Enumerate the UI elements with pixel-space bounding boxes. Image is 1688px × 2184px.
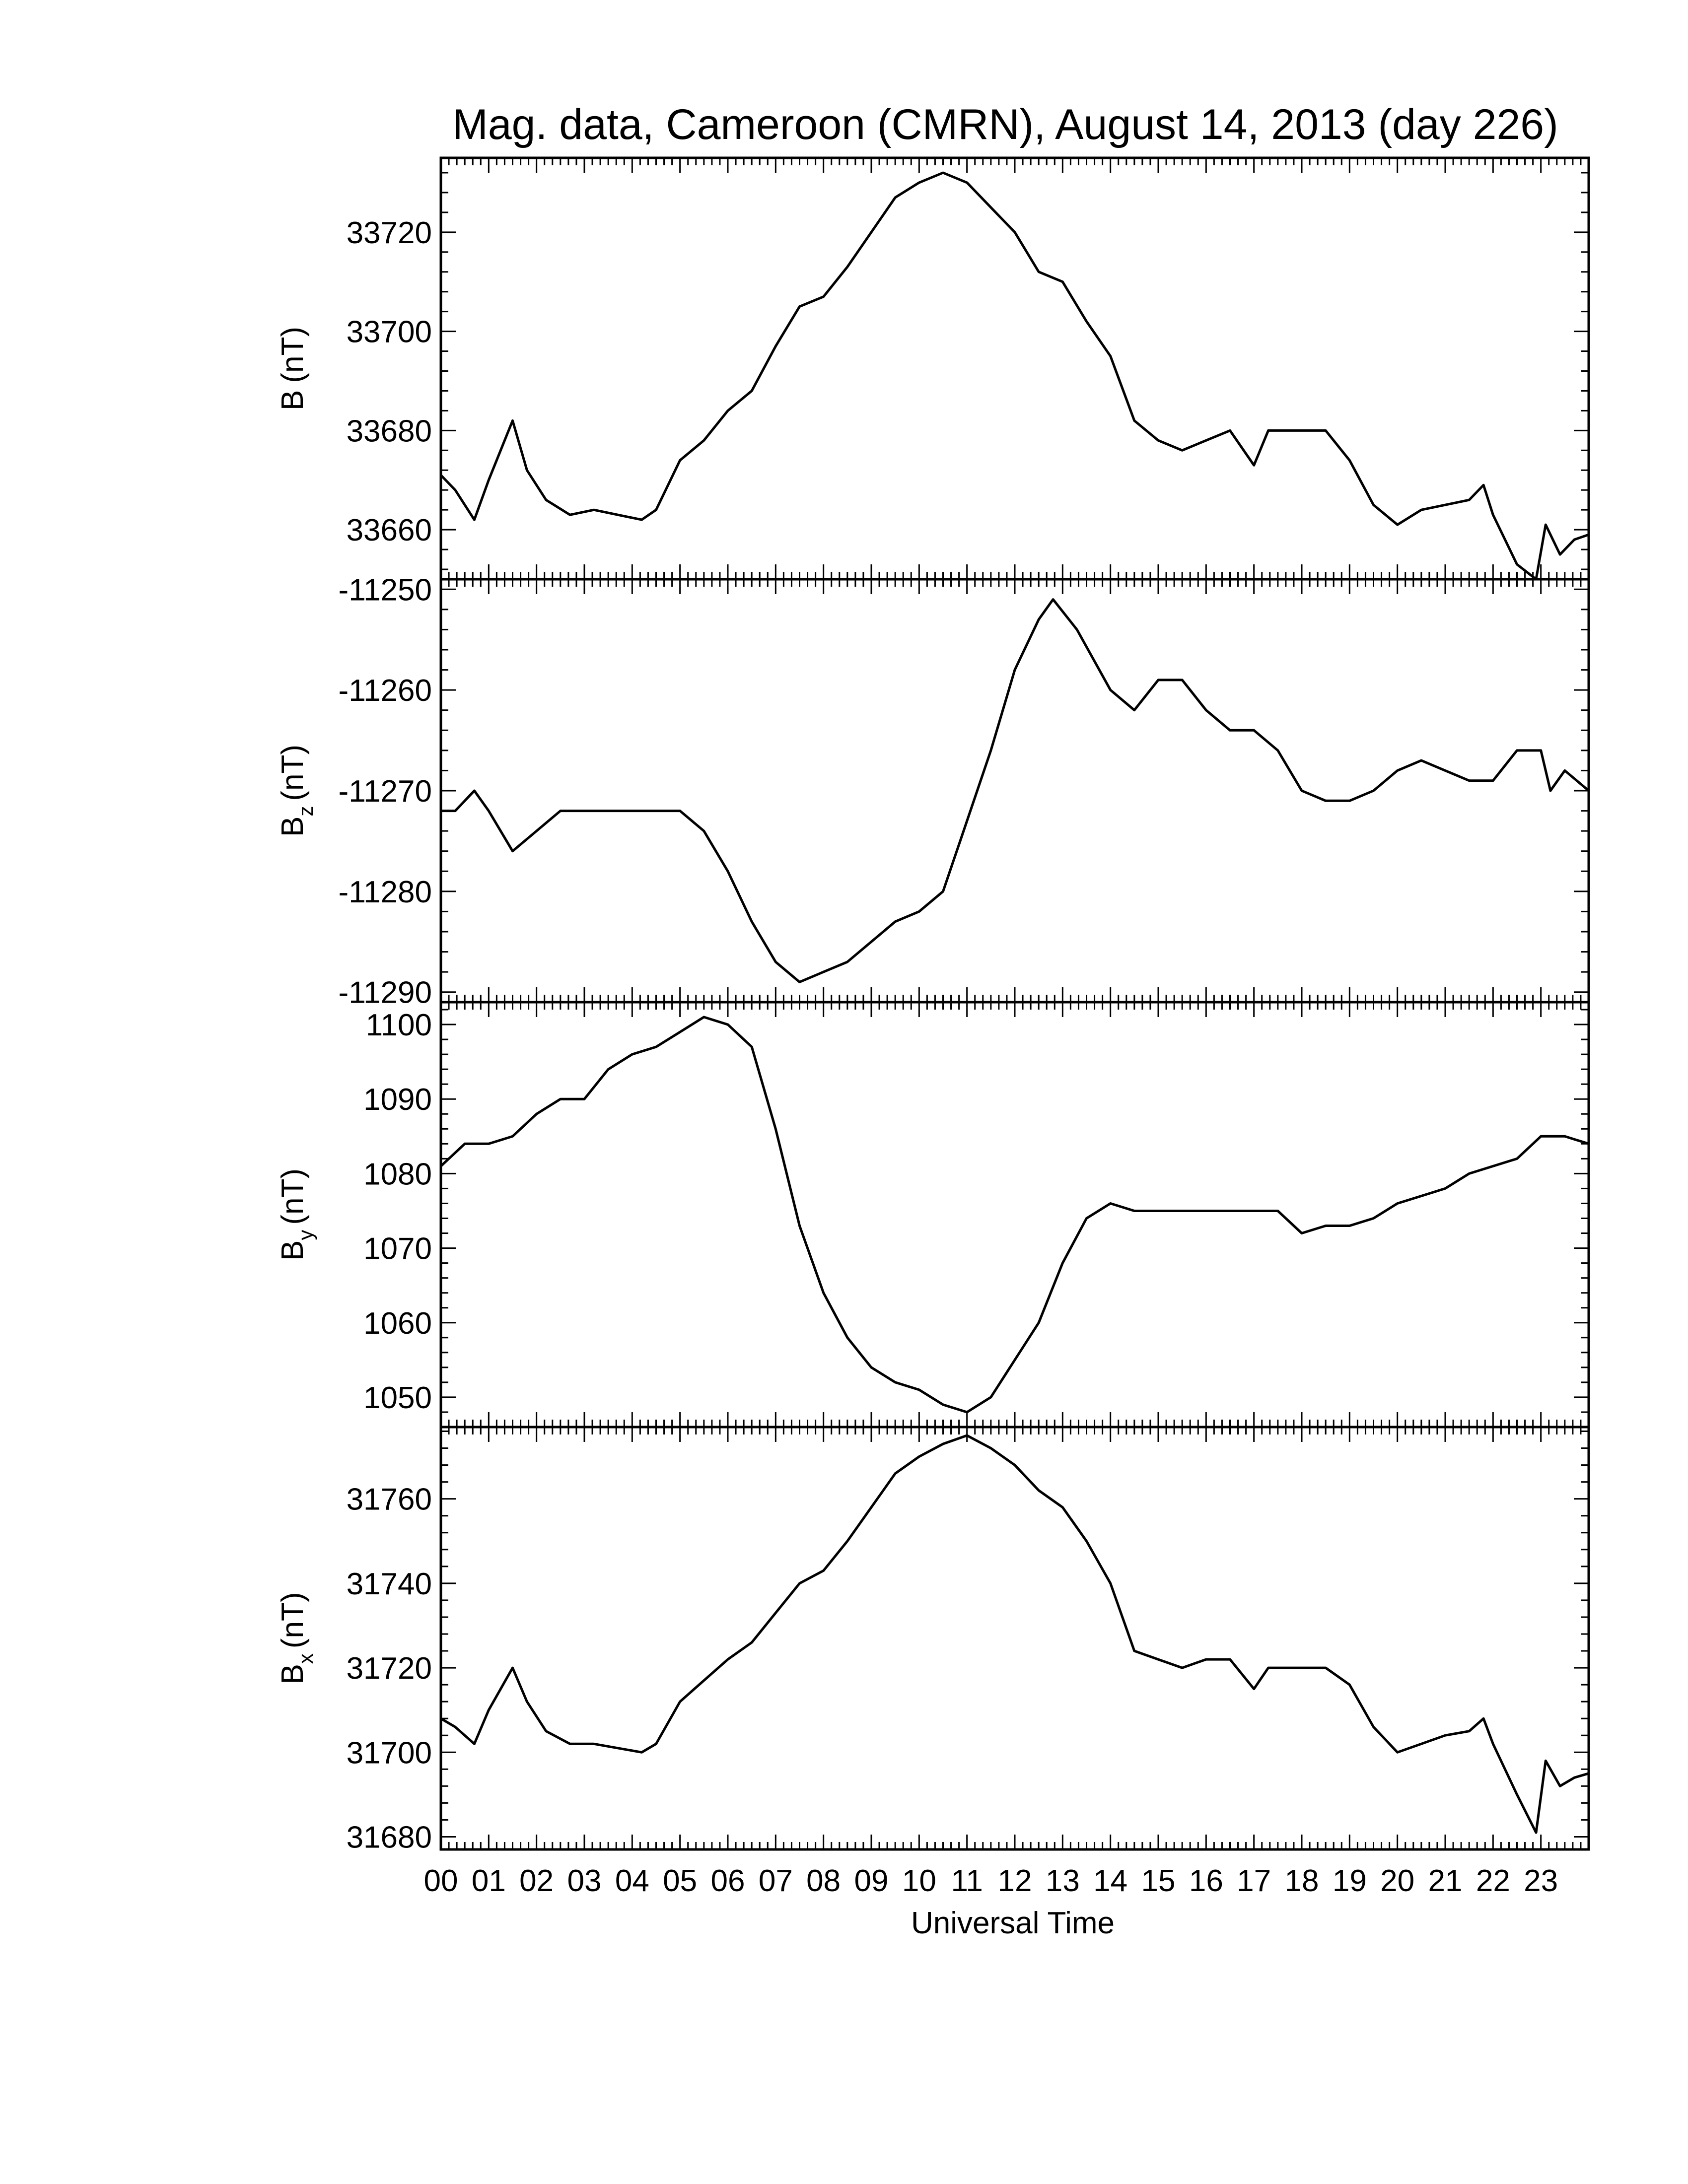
y-tick-label: 1100 (366, 1008, 432, 1042)
x-tick-label: 16 (1189, 1864, 1223, 1898)
x-tick-label: 10 (902, 1864, 936, 1898)
y-tick-label: 1080 (363, 1157, 432, 1191)
frame-B (441, 158, 1589, 579)
y-label-main: B (276, 817, 310, 837)
y-label-subscript: x (294, 1653, 317, 1664)
y-label-main: B (276, 1240, 310, 1261)
x-tick-label: 23 (1524, 1864, 1558, 1898)
y-label-unit: (nT) (276, 327, 310, 383)
y-tick-label: 33660 (347, 513, 432, 547)
y-tick-label: 31720 (347, 1651, 432, 1686)
x-axis: 00 01 02 03 04 05 06 07 08 09 10 11 12 13 14 15 16 17 18 19… (424, 1864, 1558, 1898)
y-tick-label: 1070 (363, 1232, 432, 1266)
y-tick-label: 31680 (347, 1820, 432, 1854)
x-tick-label: 14 (1093, 1864, 1127, 1898)
x-tick-label: 02 (519, 1864, 554, 1898)
y-tick-label: 33720 (347, 216, 432, 250)
x-tick-label: 13 (1046, 1864, 1080, 1898)
trace-By (441, 1017, 1589, 1412)
y-label-unit: (nT) (276, 1592, 310, 1648)
y-tick-label: 31700 (347, 1736, 432, 1770)
y-tick-label: 1050 (363, 1381, 432, 1415)
x-tick-label: 19 (1333, 1864, 1367, 1898)
y-tick-label: -11280 (339, 875, 432, 909)
y-label-unit: (nT) (276, 1168, 310, 1225)
y-tick-label: -11260 (339, 674, 432, 708)
y-axis-label-By: By (nT) (276, 1168, 317, 1261)
chart-title: Mag. data, Cameroon (CMRN), August 14, 2… (452, 101, 1558, 148)
x-tick-label: 01 (472, 1864, 506, 1898)
y-label-main: B (276, 390, 310, 410)
y-tick-label: 33680 (347, 414, 432, 448)
x-tick-label: 06 (711, 1864, 745, 1898)
y-axis-label-Bz: Bz (nT) (276, 745, 317, 837)
x-tick-label: 17 (1237, 1864, 1271, 1898)
x-tick-label: 21 (1428, 1864, 1463, 1898)
trace-Bx (441, 1435, 1589, 1833)
y-label-unit: (nT) (276, 745, 310, 801)
panels-group: 33660336803370033720B(nT)-11290-11280-11… (276, 158, 1589, 1854)
panel-Bx: 31680 31700 31720 31740 31760 Bx (nT) (276, 1427, 1589, 1854)
y-tick-label: -11270 (339, 774, 432, 809)
x-tick-label: 15 (1141, 1864, 1176, 1898)
x-tick-label: 22 (1476, 1864, 1510, 1898)
y-tick-label: 1060 (363, 1306, 432, 1341)
panel-B: 33660 33680 33700 33720 B (nT) (276, 158, 1589, 579)
y-axis-label-B: B (nT) (276, 327, 310, 410)
x-tick-label: 03 (567, 1864, 602, 1898)
y-label-main: B (276, 1664, 310, 1684)
x-axis-label: Universal Time (911, 1906, 1115, 1940)
y-tick-label: 31740 (347, 1567, 432, 1601)
y-tick-label: -11290 (339, 976, 432, 1010)
panel-By: 1050 1060 1070 1080 1090 1100 By (nT) (276, 1002, 1589, 1427)
x-tick-label: 18 (1285, 1864, 1319, 1898)
x-tick-label: 09 (854, 1864, 889, 1898)
trace-Bz (441, 600, 1589, 982)
x-tick-label: 00 (424, 1864, 458, 1898)
panel-Bz: -11290 -11280 -11270 -11260 -11250 Bz (nT) (276, 573, 1589, 1010)
y-label-subscript: y (294, 1230, 317, 1240)
y-tick-label: 31760 (347, 1483, 432, 1517)
frame-Bz (441, 579, 1589, 1002)
y-tick-label: -11250 (339, 573, 432, 607)
y-label-subscript: z (294, 806, 317, 817)
y-tick-label: 33700 (347, 315, 432, 349)
frame-Bx (441, 1427, 1589, 1849)
x-tick-label: 05 (663, 1864, 697, 1898)
x-tick-label: 12 (998, 1864, 1032, 1898)
x-tick-label: 20 (1380, 1864, 1414, 1898)
x-tick-label: 04 (615, 1864, 649, 1898)
x-tick-label: 08 (806, 1864, 841, 1898)
y-tick-label: 1090 (363, 1083, 432, 1117)
x-tick-label: 11 (951, 1864, 983, 1898)
trace-B (441, 173, 1589, 579)
x-tick-label: 07 (759, 1864, 793, 1898)
y-axis-label-Bx: Bx (nT) (276, 1592, 317, 1684)
